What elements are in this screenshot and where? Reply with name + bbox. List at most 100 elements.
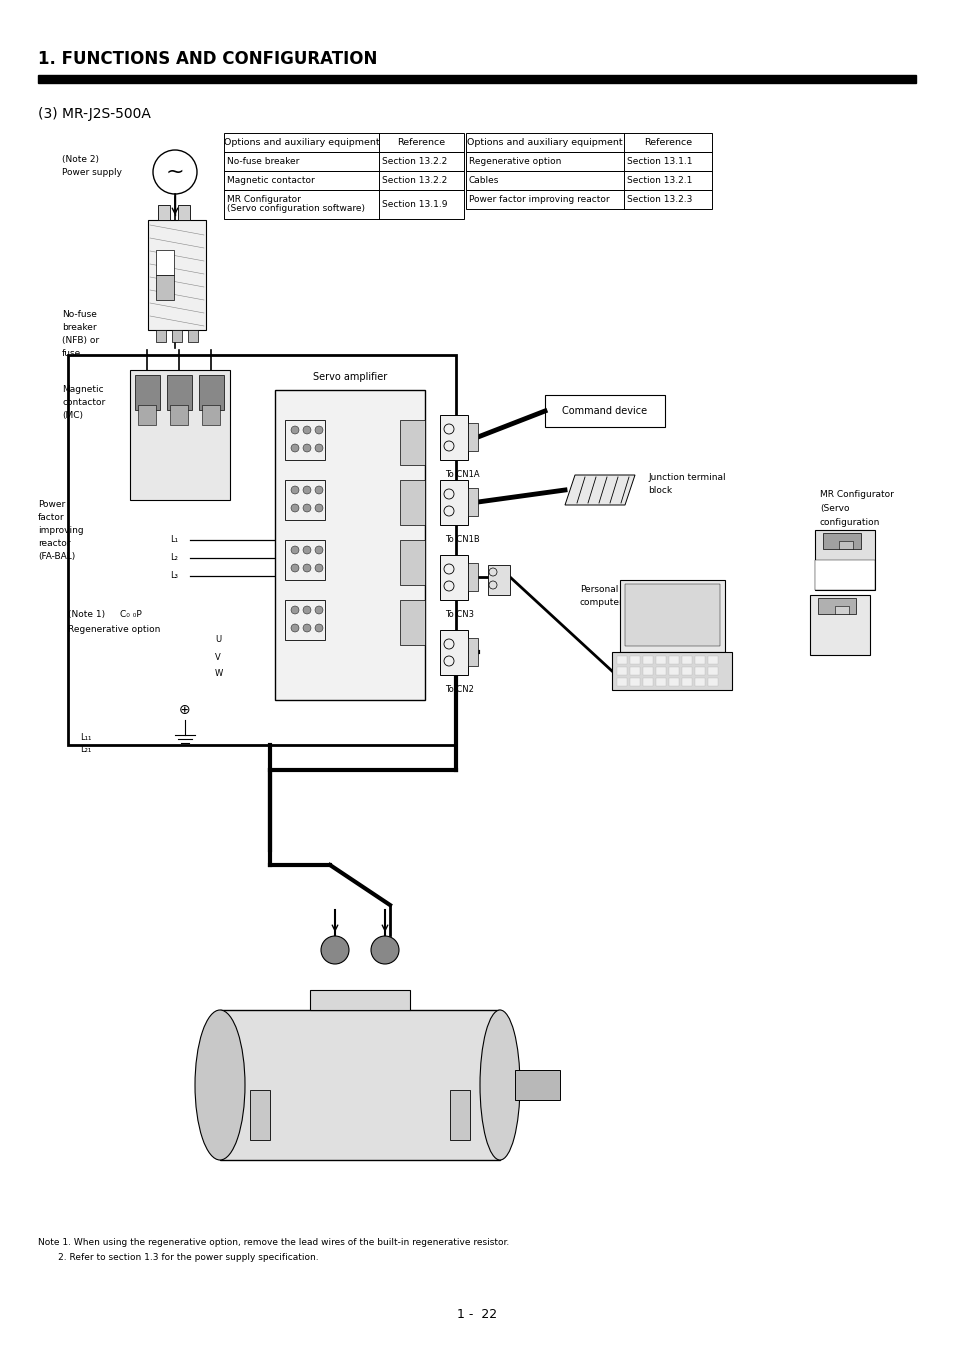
Text: Options and auxiliary equipment: Options and auxiliary equipment — [467, 138, 622, 147]
Circle shape — [291, 486, 298, 494]
Bar — [629, 656, 639, 664]
Text: computer: computer — [579, 598, 623, 608]
Text: software: software — [820, 532, 858, 541]
Text: factor: factor — [38, 513, 65, 522]
Bar — [834, 606, 848, 614]
Text: Power factor improving reactor: Power factor improving reactor — [469, 194, 609, 204]
Bar — [130, 370, 230, 500]
Bar — [178, 205, 190, 220]
Bar — [695, 678, 704, 686]
Bar — [224, 190, 463, 219]
Bar — [224, 171, 463, 190]
Bar — [817, 598, 855, 614]
Circle shape — [303, 504, 311, 512]
Circle shape — [303, 486, 311, 494]
Circle shape — [371, 936, 398, 964]
Bar — [167, 375, 192, 410]
Circle shape — [291, 545, 298, 554]
Text: (NFB) or: (NFB) or — [62, 336, 99, 346]
Bar — [656, 656, 665, 664]
Bar — [465, 171, 711, 190]
Text: (3) MR-J2S-500A: (3) MR-J2S-500A — [38, 107, 151, 122]
Bar — [224, 134, 463, 153]
Bar — [707, 656, 718, 664]
Circle shape — [314, 444, 323, 452]
Text: Section 13.2.3: Section 13.2.3 — [626, 194, 692, 204]
Text: Cables: Cables — [469, 176, 498, 185]
Text: (Servo configuration software): (Servo configuration software) — [227, 204, 365, 213]
Bar — [809, 595, 869, 655]
Bar — [617, 656, 626, 664]
Text: 1. FUNCTIONS AND CONFIGURATION: 1. FUNCTIONS AND CONFIGURATION — [38, 50, 377, 68]
Ellipse shape — [194, 1010, 245, 1160]
Text: configuration: configuration — [820, 518, 880, 526]
Circle shape — [303, 545, 311, 554]
Bar — [612, 652, 731, 690]
Bar — [642, 667, 652, 675]
Ellipse shape — [479, 1010, 519, 1160]
Bar — [465, 134, 711, 153]
Bar — [188, 329, 198, 342]
Circle shape — [314, 606, 323, 614]
Text: SETUP151E): SETUP151E) — [820, 560, 874, 568]
Bar — [629, 667, 639, 675]
Text: Magnetic contactor: Magnetic contactor — [227, 176, 314, 185]
Text: Junction terminal: Junction terminal — [647, 472, 725, 482]
Text: (Note 1): (Note 1) — [68, 610, 105, 620]
Bar — [624, 585, 720, 647]
Text: W: W — [214, 670, 223, 679]
Text: (FA-BAL): (FA-BAL) — [38, 552, 75, 562]
Circle shape — [314, 564, 323, 572]
Text: (Servo: (Servo — [820, 504, 848, 513]
Circle shape — [303, 564, 311, 572]
Text: Note 1. When using the regenerative option, remove the lead wires of the built-i: Note 1. When using the regenerative opti… — [38, 1238, 509, 1247]
Text: Power supply: Power supply — [62, 167, 122, 177]
Text: To CN3: To CN3 — [444, 610, 474, 620]
Circle shape — [303, 624, 311, 632]
Text: Magnetic: Magnetic — [62, 385, 104, 394]
Text: Options and auxiliary equipment: Options and auxiliary equipment — [223, 138, 379, 147]
Bar — [465, 190, 711, 209]
Text: To CN1B: To CN1B — [444, 535, 479, 544]
Text: C₀ ₀P: C₀ ₀P — [120, 610, 142, 620]
Text: MRZJW3-: MRZJW3- — [820, 545, 860, 555]
Bar — [399, 540, 424, 585]
Text: fuse: fuse — [62, 350, 81, 358]
Circle shape — [291, 606, 298, 614]
Text: MR Configurator: MR Configurator — [820, 490, 893, 500]
Bar — [629, 678, 639, 686]
Bar — [814, 531, 874, 590]
Bar — [285, 540, 325, 580]
Text: Power: Power — [38, 500, 65, 509]
Text: V: V — [214, 652, 220, 662]
Text: Personal: Personal — [579, 585, 618, 594]
Text: L₃: L₃ — [170, 571, 177, 580]
Bar — [439, 481, 468, 525]
Text: MR Configurator: MR Configurator — [227, 196, 300, 204]
Bar — [250, 1089, 270, 1139]
Text: L₁₁: L₁₁ — [80, 733, 91, 741]
Text: ⊕: ⊕ — [179, 703, 191, 717]
Bar — [158, 205, 170, 220]
Bar — [668, 678, 679, 686]
Text: To CN2: To CN2 — [444, 684, 474, 694]
Bar — [488, 566, 510, 595]
Text: U: U — [214, 636, 221, 644]
Text: (Note 2): (Note 2) — [62, 155, 99, 163]
Circle shape — [320, 936, 349, 964]
Bar — [707, 678, 718, 686]
Circle shape — [314, 486, 323, 494]
Text: Section 13.2.1: Section 13.2.1 — [626, 176, 692, 185]
Text: Section 13.1.1: Section 13.1.1 — [626, 157, 692, 166]
Text: Regenerative option: Regenerative option — [68, 625, 160, 634]
Bar — [274, 390, 424, 701]
Bar — [814, 560, 874, 590]
Circle shape — [303, 444, 311, 452]
Bar — [656, 678, 665, 686]
Text: Reference: Reference — [643, 138, 691, 147]
Text: Section 13.2.2: Section 13.2.2 — [381, 176, 447, 185]
Bar — [285, 481, 325, 520]
Circle shape — [291, 624, 298, 632]
Circle shape — [291, 444, 298, 452]
Text: Section 13.2.2: Section 13.2.2 — [381, 157, 447, 166]
